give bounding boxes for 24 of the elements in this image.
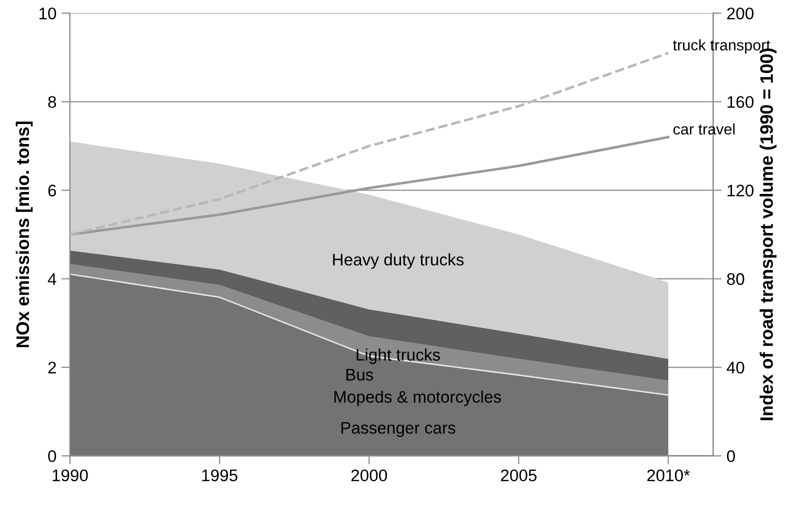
x-tick-label: 2000	[351, 469, 387, 482]
y-tick-label: 0	[48, 450, 56, 462]
y2-tick-label: 200	[727, 8, 754, 20]
y-tick-label: 8	[48, 96, 56, 108]
series-label: Bus	[346, 369, 374, 381]
y-tick-label: 10	[39, 8, 56, 20]
y2-tick-label: 40	[726, 362, 744, 374]
y-axis-title: NOx emissions [mio. tons]	[16, 122, 33, 348]
series-label: Mopeds & motorcycles	[334, 390, 501, 406]
y-tick-label: 2	[48, 362, 56, 374]
x-tick-label: 2010*	[647, 469, 690, 482]
x-tick-label: 2005	[500, 469, 537, 482]
x-tick-label: 1990	[52, 469, 88, 482]
y2-tick-label: 80	[727, 273, 744, 285]
series-label: car travel	[673, 123, 735, 135]
y-tick-label: 6	[48, 184, 56, 196]
line-series	[70, 52, 670, 236]
y2-tick-label: 120	[728, 184, 754, 196]
series-label: Passenger cars	[341, 422, 456, 438]
series-label: Heavy duty trucks	[333, 253, 464, 269]
x-tick-label: 1995	[202, 469, 238, 482]
y2-tick-label: 160	[728, 96, 754, 108]
y2-tick-label: 0	[726, 450, 735, 462]
y-tick-label: 4	[48, 273, 56, 285]
